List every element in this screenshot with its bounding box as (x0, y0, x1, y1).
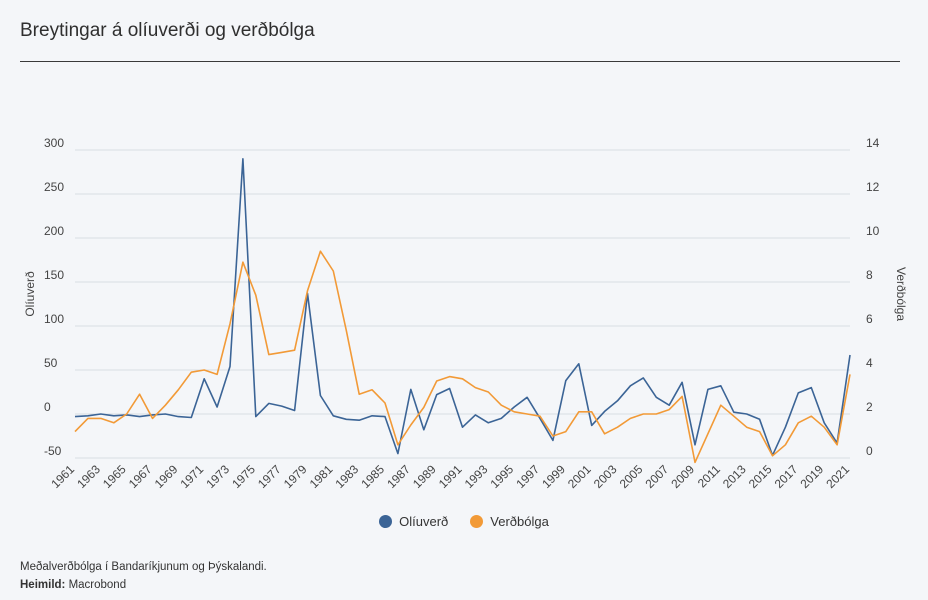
footnote: Meðalverðbólga í Bandaríkjunum og Þýskal… (20, 561, 267, 573)
y-right-tick-label: 14 (866, 136, 880, 150)
x-tick-label: 1967 (126, 462, 155, 491)
x-tick-label: 2011 (695, 462, 723, 490)
source-value: Macrobond (65, 579, 127, 591)
y-right-tick-label: 2 (866, 400, 873, 414)
y-left-tick-label: 250 (44, 180, 64, 194)
x-tick-label: 2019 (798, 462, 827, 491)
y-right-tick-label: 4 (866, 356, 873, 370)
x-tick-label: 2001 (565, 462, 594, 491)
x-tick-label: 2017 (772, 462, 801, 491)
x-tick-label: 1969 (152, 462, 181, 491)
x-tick-label: 1963 (74, 462, 103, 491)
legend: Olíuverð Verðbólga (0, 514, 928, 529)
y-left-tick-label: -50 (44, 444, 62, 458)
y-left-tick-label: 100 (44, 312, 64, 326)
y-right-tick-label: 0 (866, 444, 873, 458)
y-left-tick-label: 150 (44, 268, 64, 282)
legend-label-oil: Olíuverð (399, 514, 449, 529)
legend-label-inflation: Verðbólga (490, 514, 549, 529)
x-tick-label: 1973 (203, 462, 232, 491)
x-tick-label: 1975 (229, 462, 258, 491)
x-tick-label: 1991 (436, 462, 465, 491)
source-line: Heimild: Macrobond (20, 579, 126, 591)
x-tick-label: 1965 (100, 462, 129, 491)
y-left-tick-label: 50 (44, 356, 58, 370)
x-tick-label: 1983 (333, 462, 362, 491)
x-tick-label: 1987 (384, 462, 413, 491)
x-tick-label: 1985 (358, 462, 387, 491)
x-tick-label: 1979 (281, 462, 310, 491)
legend-swatch-inflation (470, 515, 484, 528)
y-right-tick-label: 6 (866, 312, 873, 326)
x-tick-label: 2021 (823, 462, 852, 491)
x-tick-label: 1995 (488, 462, 517, 491)
legend-item-inflation[interactable]: Verðbólga (470, 514, 549, 529)
x-tick-label: 2013 (720, 462, 749, 491)
y-left-axis-title: Olíuverð (23, 271, 37, 317)
y-right-axis-title: Verðbólga (894, 267, 908, 321)
x-tick-label: 1993 (462, 462, 491, 491)
x-tick-label: 1971 (178, 462, 207, 491)
x-tick-label: 1999 (539, 462, 568, 491)
chart-title: Breytingar á olíuverði og verðbólga (20, 20, 315, 41)
x-tick-label: 2003 (591, 462, 620, 491)
x-tick-label: 1981 (307, 462, 336, 491)
title-divider (20, 61, 900, 62)
y-left-tick-label: 200 (44, 224, 64, 238)
y-right-tick-label: 8 (866, 268, 873, 282)
source-label: Heimild: (20, 579, 66, 591)
x-tick-label: 2009 (668, 462, 697, 491)
x-tick-label: 1989 (410, 462, 439, 491)
x-tick-label: 1977 (255, 462, 284, 491)
x-tick-label: 1997 (513, 462, 542, 491)
y-left-tick-label: 0 (44, 400, 51, 414)
series-line-inflation (74, 250, 851, 464)
legend-item-oil[interactable]: Olíuverð (379, 514, 448, 529)
y-right-tick-label: 10 (866, 224, 880, 238)
x-tick-label: 2007 (643, 462, 672, 491)
x-tick-label: 2005 (617, 462, 646, 491)
y-right-tick-label: 12 (866, 180, 880, 194)
x-tick-label: 1961 (48, 462, 77, 491)
x-tick-label: 2015 (746, 462, 775, 491)
series-line-oil (74, 158, 851, 457)
legend-swatch-oil (379, 515, 393, 528)
y-left-tick-label: 300 (44, 136, 64, 150)
